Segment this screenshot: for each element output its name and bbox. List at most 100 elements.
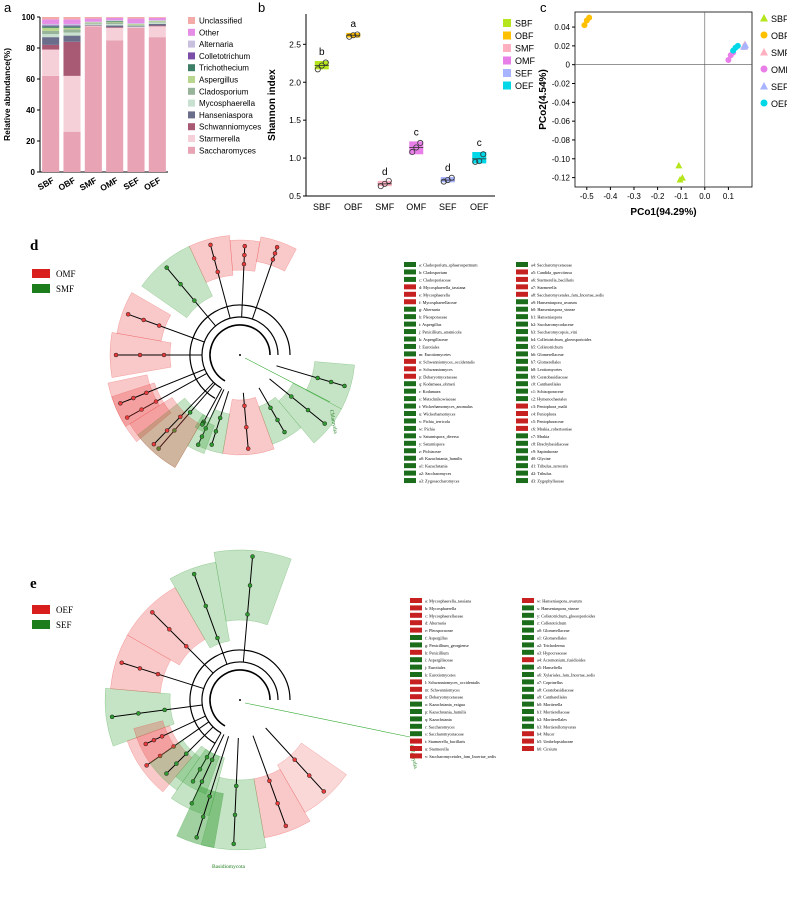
key-swatch <box>410 620 422 626</box>
tree-node <box>204 754 210 760</box>
tree-node <box>159 734 165 739</box>
key-entry: s: Saccharomycetaceae <box>425 732 464 737</box>
key-entry: c7: Mrakia <box>531 434 549 439</box>
key-entry: a1: Kazachstania <box>419 464 448 469</box>
key-swatch <box>404 269 416 275</box>
key-swatch <box>516 284 528 290</box>
key-swatch <box>516 433 528 439</box>
bar-segment-unclassified-obf <box>63 17 81 20</box>
legend-label-smf: SMF <box>515 44 535 54</box>
legend-swatch-hanseniaspora <box>188 111 195 119</box>
x-tick-label: SEF <box>122 175 141 192</box>
tree-node <box>215 269 220 275</box>
panel-d-cladogram: OMF SMF Chlamydia a: Cladosporium_sphaerosp… <box>32 235 604 484</box>
key-swatch <box>404 403 416 409</box>
tree-node <box>199 779 205 784</box>
tree-node <box>203 603 209 609</box>
key-entry: b2: Mortierellales <box>537 717 567 722</box>
tree-node <box>241 261 247 267</box>
key-swatch <box>404 455 416 461</box>
key-swatch <box>410 753 422 759</box>
data-point-smf <box>381 180 388 187</box>
key-swatch <box>522 716 534 722</box>
key-swatch <box>410 642 422 648</box>
tree-branch <box>242 556 254 663</box>
y-axis-label: PCo2(4.54%) <box>538 69 549 130</box>
y-tick-label: 1.5 <box>289 115 301 125</box>
tree-ring <box>201 661 279 734</box>
tree-node <box>131 395 136 401</box>
bar-segment-trichothecium-sbf <box>42 26 60 28</box>
tree-branch <box>258 387 285 433</box>
key-swatch <box>516 470 528 476</box>
legend-swatch-starmerella <box>188 135 195 142</box>
key-swatch <box>404 262 416 267</box>
data-point-sbf <box>314 66 321 73</box>
key-entry: m: Eurotiomycetes <box>419 352 451 357</box>
tree-node <box>274 244 280 250</box>
key-entry: s: Metschnikowiaceae <box>419 397 456 402</box>
key-entry: a3: Zygosaccharomyces <box>419 479 460 484</box>
key-swatch <box>404 388 416 394</box>
y-tick-label: -0.08 <box>552 136 571 145</box>
legend-label-colletotrichum: Colletotrichum <box>199 52 250 61</box>
tree-node <box>342 383 347 389</box>
legend-label-mycosphaerella: Mycosphaerella <box>199 99 256 108</box>
key-entry: i: Aspergillaceae <box>425 658 453 663</box>
key-swatch <box>516 463 528 469</box>
bar-segment-schwanniomyces-omf <box>106 27 124 28</box>
x-tick-label: 0.1 <box>723 192 735 201</box>
key-swatch <box>410 664 422 670</box>
legend-marker-obf <box>760 31 768 39</box>
key-swatch <box>404 373 416 379</box>
tree-node <box>200 814 206 820</box>
y-tick-label: 0 <box>31 168 36 177</box>
legend-swatch-omf <box>503 56 511 65</box>
tree-node <box>190 779 196 784</box>
tree-node <box>156 446 161 451</box>
tree-node <box>208 242 213 248</box>
bar-segment-aspergillus-obf <box>63 27 81 30</box>
bar-segment-hanseniaspora-sbf <box>42 37 60 45</box>
key-entry: d2: Tribulus <box>531 471 552 476</box>
y-tick-label: 20 <box>26 137 35 146</box>
key-swatch <box>516 373 528 379</box>
key-entry: b: Cladosporium <box>419 270 448 275</box>
key-entry: c8: Brachybasidiaceae <box>531 441 569 446</box>
bar-segment-cladosporium-oef <box>148 21 166 23</box>
legend-label-sef: SEF <box>515 69 533 79</box>
data-point-omf <box>417 139 424 146</box>
tree-node <box>125 312 131 317</box>
tree-node <box>245 612 250 617</box>
tree-node <box>184 751 189 756</box>
key-swatch <box>410 701 422 707</box>
bar-segment-unclassified-oef <box>148 17 166 18</box>
key-entry: a9: Cantharellales <box>537 695 567 700</box>
key-entry: t: Starmerella_bacillaris <box>425 739 465 744</box>
legend-label-smf: SMF <box>771 48 787 58</box>
key-entry: b9: Ceratobasidiaceae <box>531 374 568 379</box>
clade-highlight-red <box>107 374 160 427</box>
legend-swatch-other <box>188 28 195 36</box>
bar-segment-colletotrichum-obf <box>63 25 81 27</box>
key-swatch <box>410 657 422 663</box>
key-swatch <box>410 738 422 744</box>
key-swatch <box>522 738 534 744</box>
key-swatch <box>516 314 528 320</box>
legend-swatch-alternaria <box>188 40 195 48</box>
key-entry: c4: Peniophora <box>531 412 556 417</box>
bar-segment-hanseniaspora-sef <box>127 26 145 28</box>
key-swatch <box>522 686 534 692</box>
tree-ring <box>201 316 279 389</box>
x-tick-label: OEF <box>470 202 489 212</box>
bar-segment-aspergillus-sbf <box>42 27 60 31</box>
key-swatch <box>522 664 534 670</box>
tree-node <box>207 794 212 799</box>
key-entry: o: Schwanniomyces <box>419 367 453 372</box>
legend-label-omf: OMF <box>515 56 535 66</box>
key-swatch <box>522 620 534 626</box>
key-swatch <box>516 269 528 275</box>
bar-segment-unclassified-omf <box>106 17 124 18</box>
data-point-sbf <box>318 62 325 69</box>
key-entry: c6: Mrakia_robertsoniae <box>531 426 572 431</box>
